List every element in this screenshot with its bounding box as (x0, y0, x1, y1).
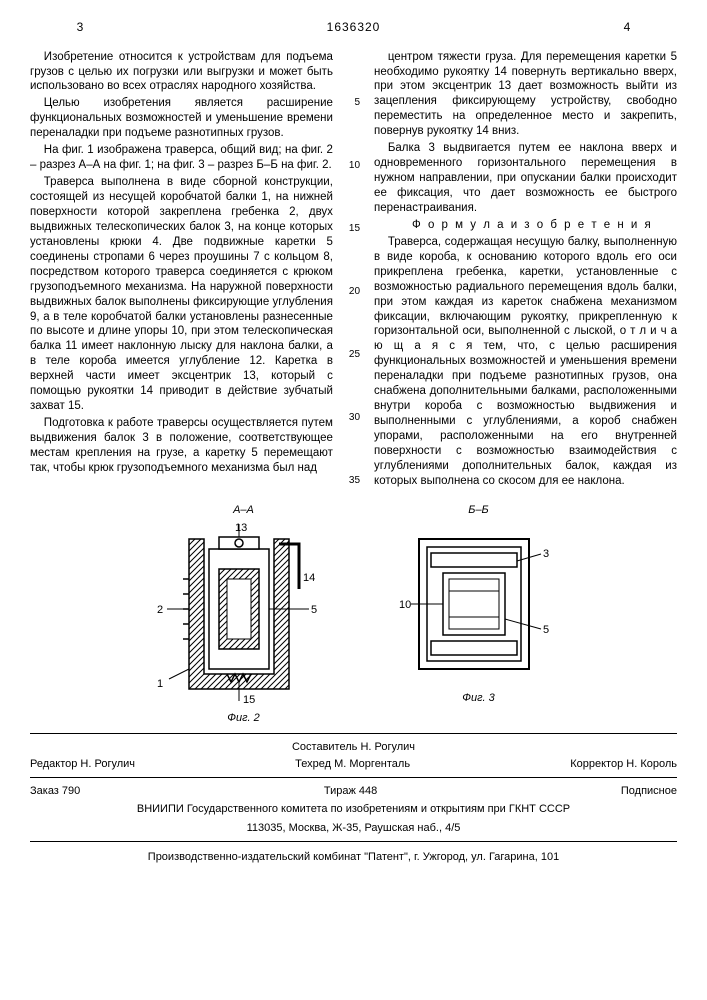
patent-number: 1636320 (90, 20, 617, 36)
credits-block: Составитель Н. Рогулич Редактор Н. Рогул… (30, 740, 677, 864)
credits-row-1: Редактор Н. Рогулич Техред М. Моргенталь… (30, 757, 677, 771)
para: центром тяжести груза. Для перемещения к… (374, 50, 677, 140)
footer-line: Производственно-издательский комбинат "П… (30, 850, 677, 864)
divider (30, 841, 677, 842)
para: Подготовка к работе траверсы осуществляе… (30, 416, 333, 476)
callout-14: 14 (303, 572, 315, 584)
para: Целью изобретения является расширение фу… (30, 96, 333, 141)
column-right: центром тяжести груза. Для перемещения к… (374, 50, 677, 491)
line-num: 20 (347, 285, 360, 298)
techred: Техред М. Моргенталь (295, 757, 410, 771)
line-num: 15 (347, 222, 360, 235)
fig2-title: А–А (149, 503, 339, 517)
text-columns: Изобретение относится к устройствам для … (30, 50, 677, 491)
compiler-line: Составитель Н. Рогулич (30, 740, 677, 754)
corrector: Корректор Н. Король (570, 757, 677, 771)
fig3-label: Фиг. 3 (399, 691, 559, 705)
figure-3: Б–Б 3 10 5 Фиг. 3 (399, 503, 559, 726)
fig2-svg: 13 14 5 2 1 15 (149, 519, 339, 709)
line-num: 5 (347, 96, 360, 109)
callout-2: 2 (157, 604, 163, 616)
figure-2: А–А (149, 503, 339, 726)
callout-15: 15 (243, 694, 255, 706)
subscription: Подписное (621, 784, 677, 798)
para: Балка 3 выдвигается путем ее наклона вве… (374, 141, 677, 216)
page-num-right: 4 (617, 20, 637, 36)
tirazh: Тираж 448 (324, 784, 377, 798)
compiler-name: Н. Рогулич (360, 741, 415, 753)
para: На фиг. 1 изображена траверса, общий вид… (30, 143, 333, 173)
divider (30, 733, 677, 734)
fig3-title: Б–Б (399, 503, 559, 517)
callout-5b: 5 (543, 624, 549, 636)
callout-13: 13 (235, 522, 247, 534)
page-header: 3 1636320 4 (30, 20, 677, 36)
line-number-gutter: 5 10 15 20 25 30 35 (347, 50, 360, 491)
callout-3: 3 (543, 548, 549, 560)
patent-page: 3 1636320 4 Изобретение относится к устр… (0, 0, 707, 874)
page-num-left: 3 (70, 20, 90, 36)
compiler-label: Составитель (292, 741, 357, 753)
callout-1: 1 (157, 678, 163, 690)
column-left: Изобретение относится к устройствам для … (30, 50, 333, 491)
line-num: 30 (347, 411, 360, 424)
fig2-label: Фиг. 2 (149, 711, 339, 725)
figures-row: А–А (30, 503, 677, 726)
callout-10: 10 (399, 599, 411, 611)
order: Заказ 790 (30, 784, 80, 798)
org-line: ВНИИПИ Государственного комитета по изоб… (30, 802, 677, 816)
editor: Редактор Н. Рогулич (30, 757, 135, 771)
formula-title: Ф о р м у л а и з о б р е т е н и я (374, 218, 677, 233)
fig3-svg: 3 10 5 (399, 519, 559, 689)
divider (30, 777, 677, 778)
credits-row-2: Заказ 790 Тираж 448 Подписное (30, 784, 677, 798)
para: Изобретение относится к устройствам для … (30, 50, 333, 95)
line-num: 35 (347, 474, 360, 487)
addr-line: 113035, Москва, Ж-35, Раушская наб., 4/5 (30, 821, 677, 835)
line-num: 10 (347, 159, 360, 172)
para: Траверса выполнена в виде сборной констр… (30, 175, 333, 414)
callout-5: 5 (311, 604, 317, 616)
para: Траверса, содержащая несущую балку, выпо… (374, 235, 677, 489)
line-num: 25 (347, 348, 360, 361)
